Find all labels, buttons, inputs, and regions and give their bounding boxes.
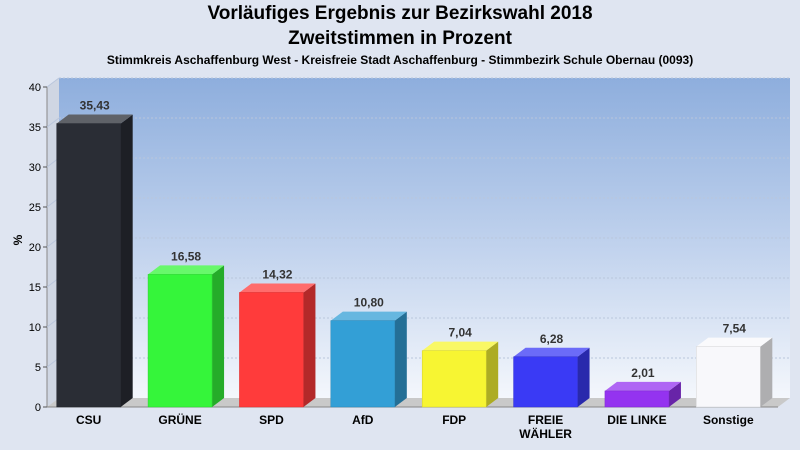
bar-side (120, 114, 133, 407)
bar-front (604, 390, 670, 408)
x-tick-label: GRÜNE (158, 412, 201, 427)
bar-top (696, 337, 773, 347)
y-tick-label: 10 (29, 322, 41, 334)
y-axis-label: % (11, 234, 25, 245)
bar (147, 265, 225, 408)
bar (330, 311, 407, 408)
bar (513, 347, 590, 408)
bar-front (147, 274, 213, 408)
gridline-side (46, 117, 60, 128)
bar-side (668, 381, 681, 407)
bar (56, 114, 133, 408)
y-tick-label: 5 (35, 362, 41, 374)
bar-top (513, 347, 590, 357)
y-tick-label: 25 (29, 202, 41, 214)
bar-top (239, 283, 316, 293)
x-tick-label: FREIE (528, 413, 563, 427)
x-tick-label: CSU (76, 413, 101, 427)
bar-top (148, 265, 225, 275)
bar (421, 341, 499, 408)
data-label: 6,28 (540, 332, 564, 346)
bar-top (604, 381, 681, 391)
gridline-side (46, 77, 60, 88)
bar-front (56, 123, 121, 408)
y-tick-label: 15 (29, 282, 41, 294)
bar-top (330, 311, 407, 321)
bar-side (303, 283, 316, 407)
x-tick-label: AfD (352, 413, 374, 427)
y-tick-label: 20 (29, 242, 41, 254)
data-label: 16,58 (171, 249, 201, 263)
chart-subtitle: Zweitstimmen in Prozent (288, 28, 512, 49)
data-label: 7,54 (723, 322, 747, 336)
bar-front (330, 320, 396, 408)
x-tick-label: DIE LINKE (607, 413, 666, 427)
bar-side (760, 337, 773, 407)
x-tick-label: SPD (259, 413, 284, 427)
y-tick-label: 30 (29, 162, 41, 174)
data-label: 14,32 (262, 267, 292, 281)
bar-front (239, 292, 304, 408)
bar-side (394, 311, 407, 407)
x-tick-label: WÄHLER (519, 426, 572, 441)
data-label: 7,04 (449, 326, 473, 340)
data-label: 35,43 (80, 99, 110, 113)
y-tick-label: 0 (35, 402, 41, 414)
plot-floor (47, 398, 790, 407)
bar-top (56, 114, 133, 124)
x-tick-label: Sonstige (703, 413, 754, 427)
bar-front (513, 356, 578, 408)
bar (696, 337, 773, 408)
bar-front (696, 346, 761, 408)
chart-title: Vorläufiges Ergebnis zur Bezirkswahl 201… (207, 3, 593, 24)
bar (604, 381, 681, 408)
x-tick-label: FDP (442, 413, 466, 427)
bar (239, 283, 316, 408)
data-label: 10,80 (354, 296, 384, 310)
bar-side (486, 341, 499, 407)
data-label: 2,01 (631, 366, 655, 380)
y-tick-label: 35 (29, 122, 41, 134)
chart-district-caption: Stimmkreis Aschaffenburg West - Kreisfre… (106, 53, 694, 67)
y-tick-label: 40 (29, 82, 41, 94)
bar-side (212, 265, 225, 407)
bar-top (422, 341, 499, 351)
bar-side (577, 347, 590, 407)
bar-front (421, 350, 487, 408)
